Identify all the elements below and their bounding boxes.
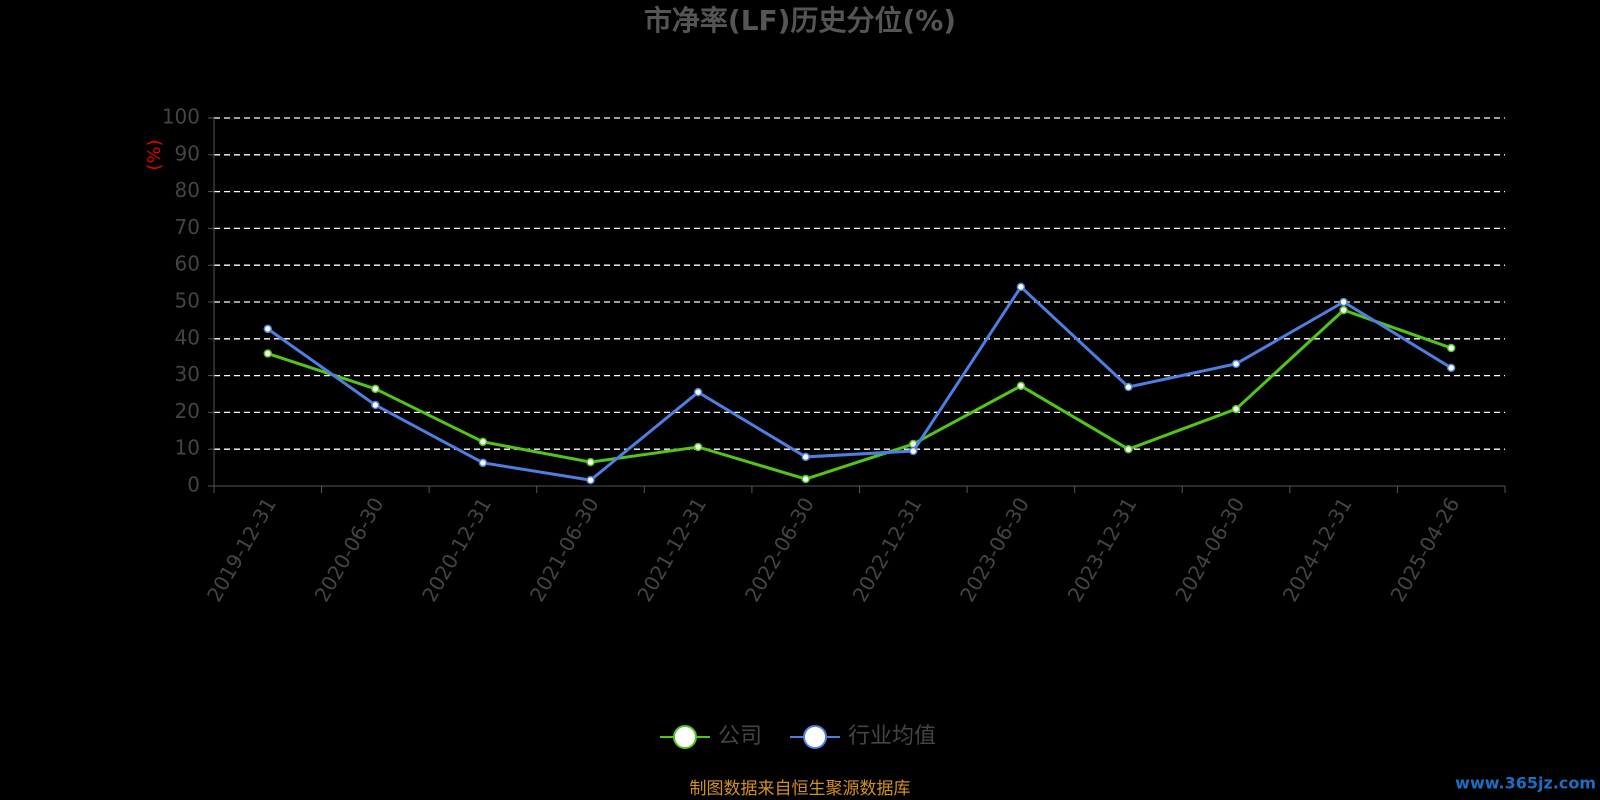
source-note: 制图数据来自恒生聚源数据库 xyxy=(690,779,911,799)
y-tick-label: 20 xyxy=(175,399,200,423)
data-point xyxy=(693,442,703,452)
data-point xyxy=(478,458,488,468)
y-tick-label: 40 xyxy=(175,325,200,349)
data-point xyxy=(478,437,488,447)
data-point xyxy=(263,349,273,358)
data-point xyxy=(263,324,273,334)
y-tick-label: 90 xyxy=(175,141,200,165)
data-point xyxy=(693,387,703,397)
legend-label[interactable]: 行业均值 xyxy=(848,724,936,749)
data-point xyxy=(801,474,810,484)
data-point xyxy=(801,452,810,462)
data-point xyxy=(1016,381,1026,391)
y-axis-label: (%) xyxy=(144,139,165,170)
y-tick-label: 50 xyxy=(175,289,200,313)
data-point xyxy=(1446,363,1456,373)
data-point xyxy=(909,446,918,456)
y-tick-label: 70 xyxy=(175,215,200,239)
chart-title: 市净率(LF)历史分位(%) xyxy=(644,4,956,37)
data-point xyxy=(371,400,380,410)
y-tick-label: 30 xyxy=(175,362,200,386)
watermark: www.365jz.com xyxy=(1455,774,1596,793)
data-point xyxy=(1339,297,1348,307)
y-tick-label: 10 xyxy=(175,436,200,460)
data-point xyxy=(586,475,595,485)
y-tick-label: 100 xyxy=(162,105,200,129)
data-point xyxy=(371,384,380,394)
data-point xyxy=(586,457,595,467)
data-point xyxy=(1016,282,1026,292)
y-tick-label: 60 xyxy=(175,252,200,276)
data-point xyxy=(1446,343,1456,353)
series-line xyxy=(266,284,1452,482)
data-point xyxy=(1124,382,1133,392)
data-point xyxy=(1339,305,1348,315)
series-line xyxy=(267,308,1452,481)
legend-marker[interactable] xyxy=(803,725,828,749)
legend-label[interactable]: 公司 xyxy=(718,724,762,749)
data-point xyxy=(1231,359,1241,369)
legend-marker[interactable] xyxy=(673,725,697,749)
y-tick-label: 0 xyxy=(187,473,200,497)
data-point xyxy=(1231,404,1241,414)
data-point xyxy=(1124,444,1133,454)
y-tick-label: 80 xyxy=(175,178,200,202)
